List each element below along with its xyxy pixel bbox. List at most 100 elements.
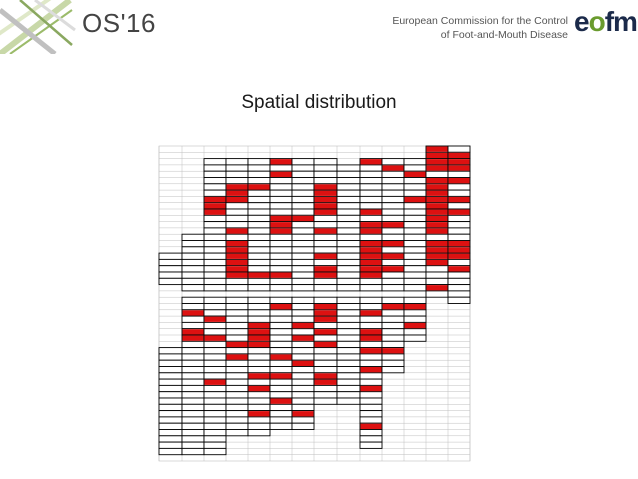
- highlighted-cell: [204, 379, 226, 385]
- grid-cell: [158, 441, 183, 449]
- grid-cell: [269, 366, 293, 374]
- highlighted-cell: [382, 165, 404, 171]
- grid-cell: [225, 164, 249, 172]
- grid-cell: [403, 284, 427, 292]
- grid-cell: [181, 410, 205, 418]
- grid-cell: [158, 391, 183, 399]
- grid-cell: [181, 416, 205, 424]
- grid-cell: [336, 397, 361, 405]
- grid-cell: [181, 246, 205, 254]
- grid-cell: [247, 195, 271, 204]
- highlighted-cell: [182, 335, 204, 341]
- highlighted-cell: [448, 241, 470, 247]
- grid-cell: [225, 334, 249, 342]
- grid-cell: [225, 429, 249, 437]
- highlighted-cell: [426, 215, 448, 222]
- grid-cell: [158, 435, 183, 443]
- grid-cell: [291, 227, 315, 235]
- grid-cell: [269, 233, 293, 241]
- grid-cell: [181, 384, 205, 393]
- grid-cell: [336, 284, 361, 292]
- highlighted-cell: [360, 423, 382, 429]
- grid-cell: [336, 391, 361, 399]
- highlighted-cell: [426, 222, 448, 228]
- grid-cell: [336, 227, 361, 235]
- grid-cell: [291, 202, 315, 210]
- grid-cell: [403, 246, 427, 254]
- grid-cell: [269, 309, 293, 317]
- grid-cell: [247, 309, 271, 317]
- highlighted-cell: [226, 247, 248, 253]
- highlighted-cell: [382, 348, 404, 354]
- grid-cell: [291, 170, 315, 178]
- highlighted-cell: [314, 304, 337, 310]
- highlighted-cell: [248, 272, 270, 278]
- grid-cell: [203, 221, 227, 229]
- grid-cell: [247, 177, 271, 185]
- grid-cell: [403, 315, 427, 323]
- grid-cell: [291, 422, 315, 430]
- grid-cell: [359, 277, 383, 286]
- grid-cell: [225, 422, 249, 430]
- grid-cell: [403, 252, 427, 260]
- grid-cell: [403, 309, 427, 317]
- grid-cell: [181, 397, 205, 405]
- grid-cell: [359, 233, 383, 241]
- grid-cell: [203, 252, 227, 260]
- grid-cell: [269, 328, 293, 336]
- highlighted-cell: [382, 304, 404, 310]
- grid-cell: [447, 271, 471, 279]
- grid-cell: [181, 258, 205, 267]
- grid-cell: [181, 359, 205, 367]
- grid-cell: [269, 252, 293, 260]
- grid-cell: [225, 214, 249, 223]
- grid-cell: [225, 233, 249, 241]
- grid-cell: [269, 403, 293, 412]
- grid-cell: [247, 303, 271, 311]
- grid-cell: [381, 202, 405, 210]
- highlighted-cell: [426, 196, 448, 203]
- highlighted-cell: [360, 335, 382, 341]
- grid-cell: [203, 246, 227, 254]
- grid-cell: [181, 321, 205, 330]
- grid-cell: [291, 384, 315, 393]
- organization-line-1: European Commission for the Control: [392, 15, 568, 27]
- grid-cell: [336, 372, 361, 380]
- highlighted-cell: [226, 354, 248, 360]
- highlighted-cell: [360, 228, 382, 234]
- grid-cell: [158, 378, 183, 386]
- grid-cell: [313, 334, 338, 342]
- highlighted-cell: [248, 341, 270, 348]
- grid-cell: [403, 164, 427, 172]
- grid-cell: [359, 353, 383, 361]
- grid-cell: [336, 202, 361, 210]
- grid-cell: [313, 177, 338, 185]
- grid-cell: [181, 353, 205, 361]
- grid-cell: [403, 277, 427, 286]
- grid-cell: [225, 403, 249, 412]
- grid-cell: [359, 195, 383, 204]
- grid-cell: [203, 303, 227, 311]
- grid-cell: [313, 284, 338, 292]
- grid-cell: [158, 366, 183, 374]
- grid-cell: [203, 347, 227, 355]
- grid-cell: [381, 271, 405, 279]
- grid-cell: [158, 372, 183, 380]
- grid-cell: [269, 391, 293, 399]
- grid-cell: [336, 246, 361, 254]
- grid-cell: [336, 195, 361, 204]
- grid-cell: [336, 258, 361, 267]
- grid-cell: [247, 233, 271, 241]
- highlighted-cell: [426, 190, 448, 196]
- highlighted-cell: [248, 373, 270, 379]
- grid-cell: [447, 227, 471, 235]
- grid-cell: [158, 422, 183, 430]
- highlighted-cell: [314, 184, 337, 190]
- grid-cell: [158, 271, 183, 279]
- grid-cell: [225, 315, 249, 323]
- grid-cell: [203, 277, 227, 286]
- grid-cell: [158, 410, 183, 418]
- grid-cell: [381, 334, 405, 342]
- grid-cell: [203, 372, 227, 380]
- grid-cell: [359, 284, 383, 292]
